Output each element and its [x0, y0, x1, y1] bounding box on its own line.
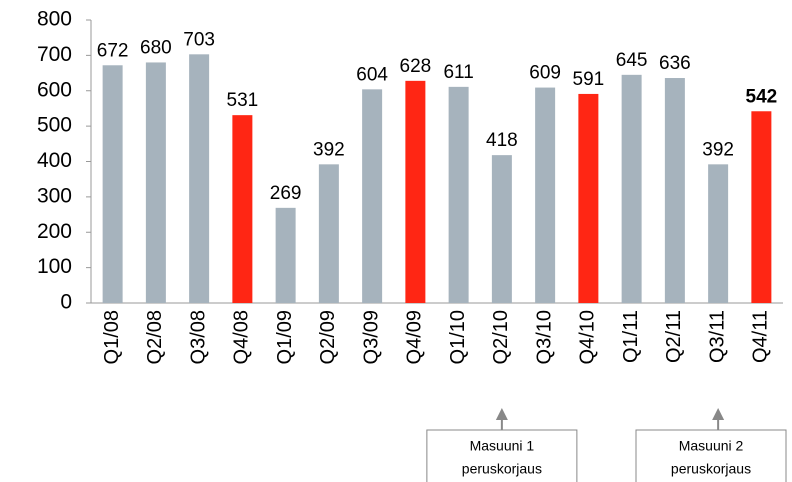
- value-label: 636: [659, 53, 691, 74]
- value-label: 392: [313, 139, 345, 160]
- value-label: 418: [486, 130, 518, 151]
- bar: [189, 54, 210, 303]
- annotation-box: [426, 429, 578, 482]
- bar: [145, 62, 166, 304]
- y-tick-label: 600: [37, 78, 72, 101]
- y-tick-label: 700: [37, 43, 72, 66]
- bar: [664, 78, 685, 303]
- value-label: 269: [270, 183, 302, 204]
- x-tick-label: Q3/09: [360, 310, 382, 364]
- value-label: 392: [702, 139, 734, 160]
- value-label: 542: [746, 86, 778, 107]
- x-tick-label: Q1/08: [101, 310, 123, 364]
- bar: [405, 80, 426, 303]
- value-label: 591: [573, 69, 605, 90]
- x-tick-label: Q3/10: [533, 310, 555, 364]
- value-label: 604: [356, 64, 388, 85]
- value-label: 672: [97, 40, 129, 61]
- x-tick-label: Q1/11: [620, 310, 642, 363]
- value-label: 609: [529, 63, 561, 84]
- x-tick-label: Q4/11: [750, 310, 772, 363]
- bar: [102, 65, 123, 303]
- bar: [708, 164, 729, 303]
- bar: [751, 111, 772, 303]
- x-tick-label: Q3/11: [706, 310, 728, 363]
- bar: [621, 74, 642, 303]
- value-label: 703: [183, 29, 215, 50]
- y-tick-label: 200: [37, 220, 72, 243]
- bar: [275, 207, 296, 303]
- y-tick-label: 300: [37, 184, 72, 207]
- x-tick-label: Q2/09: [317, 310, 339, 364]
- value-label: 680: [140, 37, 172, 58]
- bar: [491, 155, 512, 303]
- x-tick-label: Q3/08: [187, 310, 209, 364]
- x-tick-label: Q1/10: [447, 310, 469, 364]
- y-tick-label: 0: [60, 291, 72, 314]
- annotation-text: Masuuni 1: [470, 438, 535, 454]
- bar: [318, 164, 339, 303]
- value-label: 628: [400, 56, 432, 77]
- annotation-text: Masuuni 2: [679, 438, 744, 454]
- x-tick-label: Q2/08: [144, 310, 166, 364]
- bar: [362, 89, 383, 304]
- value-label: 531: [227, 90, 259, 111]
- x-tick-label: Q1/09: [274, 310, 296, 364]
- y-tick-label: 800: [37, 8, 72, 31]
- x-tick-label: Q4/08: [231, 310, 253, 364]
- bar: [578, 93, 599, 303]
- x-tick-label: Q2/11: [663, 310, 685, 363]
- annotation-box: [635, 429, 787, 482]
- annotation-arrowhead: [712, 408, 725, 420]
- annotation-arrowhead: [495, 408, 508, 420]
- y-tick-label: 500: [37, 114, 72, 137]
- annotation-text: peruskorjaus: [462, 461, 542, 477]
- annotation-text: peruskorjaus: [671, 461, 751, 477]
- y-tick-label: 400: [37, 149, 72, 172]
- y-tick-label: 100: [37, 255, 72, 278]
- bar: [448, 86, 469, 303]
- value-label: 645: [616, 50, 648, 71]
- bar: [232, 115, 253, 303]
- x-tick-label: Q4/09: [404, 310, 426, 364]
- x-tick-label: Q4/10: [577, 310, 599, 364]
- value-label: 611: [443, 62, 473, 83]
- bar: [535, 87, 556, 303]
- x-tick-label: Q2/10: [490, 310, 512, 364]
